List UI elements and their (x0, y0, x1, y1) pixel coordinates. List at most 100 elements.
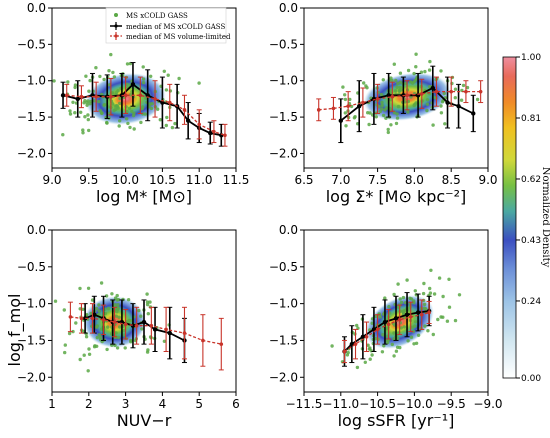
x-axis-label: NUV−r (117, 411, 172, 430)
scatter-point (346, 350, 350, 355)
x-tick-label: 11.0 (186, 173, 213, 187)
x-tick-label: −9.0 (473, 397, 502, 411)
median-point (331, 106, 336, 111)
x-tick-label: 4 (159, 397, 167, 411)
scatter-point (422, 281, 426, 286)
y-tick-label: −1.5 (17, 333, 46, 347)
scatter-point (441, 315, 445, 319)
scatter-point (78, 286, 82, 291)
scatter-point (425, 98, 430, 102)
scatter-point (375, 103, 379, 107)
y-tick-label: −1.0 (269, 297, 298, 311)
scatter-point (396, 104, 401, 109)
scatter-point (114, 314, 119, 318)
median-point (152, 327, 158, 332)
scatter-point (95, 306, 99, 311)
scatter-point (166, 73, 170, 77)
scatter-point (87, 347, 91, 351)
median-point (75, 96, 80, 102)
scatter-point (97, 99, 101, 104)
colorbar-label: Normalized Density (540, 167, 550, 268)
median-point (208, 130, 213, 136)
median-point (397, 318, 402, 322)
median-point (164, 327, 168, 332)
scatter-point (445, 319, 450, 323)
scatter-point (392, 292, 396, 297)
scatter-point (409, 335, 414, 339)
median-point (182, 108, 187, 112)
scatter-point (423, 324, 427, 328)
scatter-point (394, 78, 398, 83)
scatter-point (431, 123, 435, 127)
scatter-point (128, 125, 132, 130)
scatter-point (353, 332, 357, 336)
scatter-point (145, 292, 149, 296)
scatter-point (100, 111, 104, 115)
scatter-point (170, 125, 175, 130)
median-point (408, 315, 413, 319)
median-point (430, 85, 435, 91)
scatter-point (428, 59, 432, 64)
scatter-point (140, 327, 144, 331)
colorbar-tick-label: 0.81 (521, 114, 541, 124)
legend-marker-median-xcoldgass (110, 22, 122, 30)
scatter-point (85, 313, 89, 317)
scatter-point (396, 81, 400, 86)
scatter-point (125, 117, 129, 121)
x-tick-label: 6.5 (294, 173, 313, 187)
colorbar-tick-label: 0.62 (521, 175, 541, 185)
scatter-point (390, 78, 394, 83)
scatter-point (114, 331, 118, 335)
median-point (92, 312, 97, 317)
scatter-point (81, 307, 85, 311)
scatter-point (103, 311, 108, 316)
scatter-point (439, 69, 443, 73)
x-tick-label: 7.0 (331, 173, 350, 187)
scatter-point (376, 90, 380, 95)
shared-y-axis-label: log f_mol (5, 294, 25, 367)
scatter-point (401, 309, 405, 314)
scatter-point (459, 98, 464, 102)
median-point (60, 93, 66, 98)
y-tick-label: −2.0 (17, 370, 46, 384)
median-point (94, 94, 98, 99)
y-tick-label: 0.0 (27, 1, 46, 15)
median-point (130, 323, 136, 328)
scatter-point (408, 80, 413, 84)
scatter-point (392, 354, 396, 358)
scatter-point (115, 310, 119, 314)
scatter-point (86, 369, 90, 373)
scatter-point (106, 325, 110, 329)
median-point (153, 97, 157, 101)
scatter-point (428, 286, 432, 291)
scatter-point (118, 96, 122, 101)
scatter-point (428, 85, 432, 89)
median-point (212, 129, 216, 134)
y-tick-label: −1.5 (269, 333, 298, 347)
median-point (123, 93, 128, 98)
median-point (130, 82, 136, 87)
scatter-point (94, 66, 98, 70)
scatter-point (85, 103, 89, 107)
scatter-point (109, 52, 113, 57)
median-point (79, 94, 84, 99)
scatter-point (475, 97, 480, 102)
scatter-point (365, 86, 369, 90)
scatter-point (408, 302, 412, 306)
scatter-point (414, 65, 418, 69)
scatter-point (348, 97, 352, 102)
y-tick-label: 0.0 (27, 223, 46, 237)
median-point (415, 310, 421, 315)
scatter-point (86, 99, 90, 103)
median-point (149, 323, 154, 328)
scatter-point (87, 89, 91, 93)
scatter-point (117, 124, 121, 128)
scatter-point (431, 332, 435, 337)
x-tick-label: 10.0 (112, 173, 139, 187)
median-point (197, 122, 201, 127)
scatter-point (416, 333, 421, 337)
scatter-point (53, 299, 58, 303)
scatter-point (118, 119, 122, 123)
scatter-point (71, 100, 75, 105)
